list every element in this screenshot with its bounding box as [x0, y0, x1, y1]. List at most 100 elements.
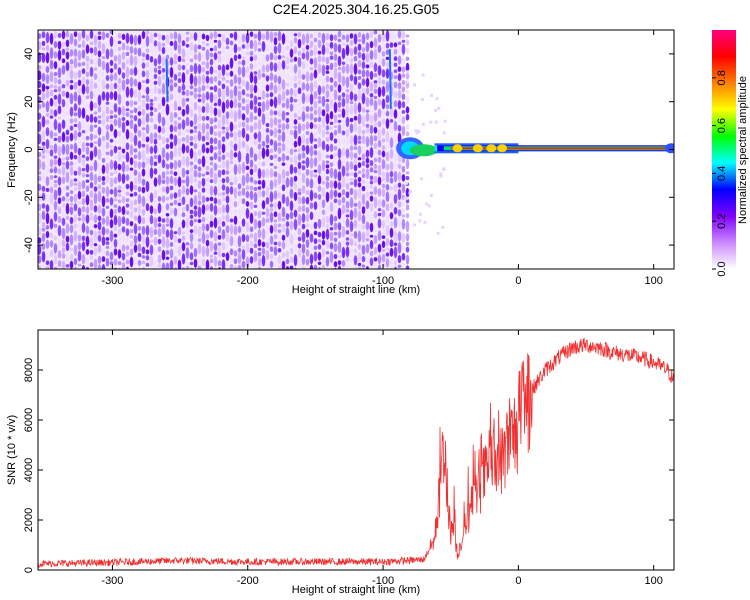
spectrogram-noise-cell: [325, 83, 330, 90]
spectrogram-noise-cell: [129, 220, 134, 227]
spectrogram-noise-cell: [225, 142, 230, 151]
spectrogram-noise-cell: [389, 177, 394, 184]
spectrogram-noise-cell: [381, 209, 386, 218]
spectrogram-noise-cell: [245, 165, 250, 171]
spectrogram-noise-cell: [349, 238, 354, 246]
spectrogram-noise-cell: [69, 106, 74, 117]
spectrogram-noise-cell: [181, 40, 186, 47]
spectrogram-noise-cell: [93, 56, 98, 67]
spectrogram-noise-cell: [101, 256, 106, 263]
spectrogram-noise-cell: [265, 157, 270, 166]
spectrogram-noise-cell: [297, 205, 302, 213]
spectrogram-noise-cell: [397, 45, 402, 53]
spectrogram-noise-cell: [193, 218, 198, 223]
spectrogram-noise-cell: [305, 93, 310, 104]
spectrogram-noise-cell: [313, 90, 318, 100]
spectrogram-noise-cell: [217, 267, 222, 269]
spectrogram-noise-cell: [109, 188, 114, 195]
spectrogram-noise-cell: [137, 252, 142, 258]
spectrogram-noise-cell: [237, 54, 242, 60]
spectrogram-noise-cell: [357, 170, 362, 174]
spectrogram-noise-cell: [361, 153, 366, 161]
spectrogram-noise-cell: [105, 48, 110, 60]
spectrogram-noise-cell: [257, 210, 262, 219]
spectrogram-noise-cell: [93, 111, 98, 115]
spectrogram-noise-cell: [329, 34, 334, 42]
spectrogram-noise-cell: [297, 108, 302, 115]
spectrogram-noise-cell: [205, 246, 210, 257]
spectrogram-noise-cell: [69, 92, 74, 105]
spectrogram-noise-cell: [161, 235, 166, 248]
spectrogram-noise-cell: [221, 33, 226, 43]
spectrogram-noise-cell: [325, 181, 330, 189]
spectrogram-noise-cell: [405, 39, 410, 46]
spectrogram-noise-cell: [333, 254, 338, 260]
spectrogram-noise-cell: [285, 33, 290, 44]
spectrogram-noise-cell: [285, 221, 290, 228]
spectrogram-noise-cell: [393, 62, 398, 68]
spectrogram-noise-cell: [357, 69, 362, 75]
spectrogram-noise-cell: [397, 82, 402, 90]
spectrogram-noise-cell: [257, 119, 262, 131]
spectrogram-signal-speck: [429, 120, 433, 124]
spectrogram-noise-cell: [273, 256, 278, 262]
spectrogram-noise-cell: [217, 87, 222, 98]
spectrogram-noise-cell: [41, 92, 46, 101]
spectrogram-noise-cell: [289, 256, 294, 264]
spectrogram-noise-cell: [329, 162, 334, 168]
spectrogram-noise-cell: [333, 42, 338, 53]
spectrogram-noise-cell: [285, 117, 290, 123]
spectrogram-noise-cell: [237, 208, 242, 220]
spectrogram-y-tick-label: 0: [23, 146, 35, 152]
spectrogram-noise-cell: [321, 153, 326, 159]
spectrogram-noise-cell: [69, 84, 74, 90]
spectrogram-signal-speck: [418, 219, 422, 223]
spectrogram-noise-cell: [305, 196, 310, 205]
spectrogram-noise-cell: [221, 177, 226, 184]
spectrogram-noise-cell: [221, 126, 226, 130]
spectrogram-noise-cell: [301, 196, 306, 205]
spectrogram-noise-cell: [365, 163, 370, 169]
spectrogram-noise-cell: [105, 250, 110, 257]
spectrogram-noise-cell: [369, 114, 374, 125]
spectrogram-noise-cell: [209, 76, 214, 85]
spectrogram-noise-cell: [373, 88, 378, 94]
spectrogram-noise-cell: [153, 199, 158, 207]
spectrogram-noise-cell: [341, 196, 346, 204]
spectrogram-noise-cell: [77, 107, 82, 119]
spectrogram-noise-cell: [197, 93, 202, 98]
spectrogram-noise-cell: [297, 69, 302, 80]
spectrogram-noise-cell: [129, 167, 134, 171]
spectrogram-noise-cell: [369, 49, 374, 60]
spectrogram-noise-cell: [289, 148, 294, 156]
spectrogram-noise-cell: [301, 52, 306, 60]
spectrogram-noise-cell: [245, 43, 250, 50]
spectrogram-noise-cell: [209, 240, 214, 252]
spectrogram-noise-cell: [377, 149, 382, 156]
spectrogram-signal-speck: [421, 73, 425, 77]
spectrogram-noise-cell: [81, 49, 86, 59]
spectrogram-signal-speck: [442, 131, 446, 135]
spectrogram-noise-cell: [397, 111, 402, 123]
spectrogram-noise-cell: [77, 217, 82, 221]
spectrogram-noise-cell: [53, 30, 58, 39]
spectrogram-noise-cell: [253, 210, 258, 217]
spectrogram-y-tick-label: 20: [23, 96, 35, 108]
spectrogram-signal-speck: [405, 181, 409, 185]
spectrogram-noise-cell: [333, 180, 338, 189]
spectrogram-noise-cell: [61, 239, 66, 248]
spectrogram-noise-cell: [45, 112, 50, 117]
spectrogram-noise-cell: [101, 263, 106, 269]
spectrogram-noise-cell: [173, 234, 178, 244]
spectrogram-noise-cell: [289, 103, 294, 112]
spectrogram-noise-cell: [157, 185, 162, 194]
spectrogram-noise-cell: [85, 95, 90, 100]
spectrogram-noise-cell: [165, 256, 170, 260]
spectrogram-noise-cell: [205, 171, 210, 176]
spectrogram-noise-cell: [97, 190, 102, 203]
spectrogram-noise-cell: [101, 110, 106, 119]
spectrogram-noise-cell: [81, 205, 86, 213]
spectrogram-noise-cell: [161, 223, 166, 235]
